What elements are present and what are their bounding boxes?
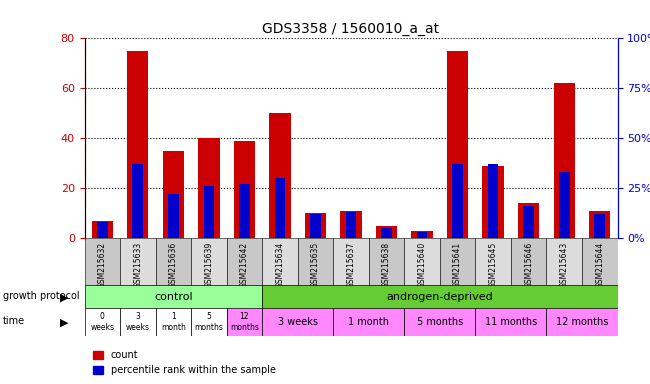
Text: GSM215633: GSM215633 bbox=[133, 242, 142, 288]
Text: GSM215641: GSM215641 bbox=[453, 242, 462, 288]
Bar bbox=[92, 220, 113, 238]
Text: 11 months: 11 months bbox=[485, 317, 537, 327]
Text: GSM215640: GSM215640 bbox=[417, 242, 426, 288]
Text: GSM215638: GSM215638 bbox=[382, 242, 391, 288]
Text: 1
month: 1 month bbox=[161, 313, 186, 332]
Bar bbox=[234, 141, 255, 238]
Text: GSM215634: GSM215634 bbox=[276, 242, 285, 288]
Bar bbox=[120, 308, 155, 336]
Bar bbox=[333, 238, 369, 286]
Text: 3
weeks: 3 weeks bbox=[126, 313, 150, 332]
Bar bbox=[475, 308, 547, 336]
Text: ▶: ▶ bbox=[60, 293, 69, 303]
Bar bbox=[191, 238, 227, 286]
Bar bbox=[198, 138, 220, 238]
Bar bbox=[447, 51, 468, 238]
Bar bbox=[518, 203, 540, 238]
Bar bbox=[120, 238, 155, 286]
Bar bbox=[298, 238, 333, 286]
Bar bbox=[191, 308, 227, 336]
Bar bbox=[346, 212, 356, 238]
Bar bbox=[475, 238, 511, 286]
Bar bbox=[133, 164, 143, 238]
Bar bbox=[274, 178, 285, 238]
Bar bbox=[411, 230, 433, 238]
Bar bbox=[369, 238, 404, 286]
Bar bbox=[239, 184, 250, 238]
Legend: count, percentile rank within the sample: count, percentile rank within the sample bbox=[89, 346, 280, 379]
Bar bbox=[376, 226, 397, 238]
Text: 12
months: 12 months bbox=[230, 313, 259, 332]
Text: 1 month: 1 month bbox=[348, 317, 389, 327]
Bar bbox=[168, 194, 179, 238]
Bar bbox=[227, 308, 262, 336]
Bar bbox=[162, 151, 184, 238]
Bar bbox=[262, 285, 618, 309]
Text: 5
months: 5 months bbox=[194, 313, 224, 332]
Bar bbox=[127, 51, 148, 238]
Text: growth protocol: growth protocol bbox=[3, 291, 80, 301]
Title: GDS3358 / 1560010_a_at: GDS3358 / 1560010_a_at bbox=[263, 22, 439, 36]
Bar bbox=[203, 186, 214, 238]
Bar bbox=[404, 238, 440, 286]
Bar bbox=[482, 166, 504, 238]
Bar bbox=[559, 172, 569, 238]
Bar bbox=[341, 210, 361, 238]
Text: ▶: ▶ bbox=[60, 318, 69, 328]
Text: 3 weeks: 3 weeks bbox=[278, 317, 318, 327]
Text: GSM215637: GSM215637 bbox=[346, 242, 356, 288]
Bar bbox=[227, 238, 262, 286]
Bar bbox=[417, 232, 428, 238]
Bar bbox=[547, 238, 582, 286]
Text: GSM215645: GSM215645 bbox=[489, 242, 498, 288]
Bar bbox=[305, 213, 326, 238]
Bar bbox=[488, 164, 499, 238]
Bar bbox=[84, 308, 120, 336]
Bar bbox=[262, 308, 333, 336]
Text: GSM215643: GSM215643 bbox=[560, 242, 569, 288]
Text: GSM215644: GSM215644 bbox=[595, 242, 604, 288]
Bar bbox=[511, 238, 547, 286]
Text: GSM215642: GSM215642 bbox=[240, 242, 249, 288]
Text: GSM215639: GSM215639 bbox=[204, 242, 213, 288]
Bar bbox=[269, 113, 291, 238]
Bar bbox=[523, 206, 534, 238]
Bar bbox=[84, 285, 262, 309]
Bar bbox=[594, 214, 605, 238]
Bar bbox=[84, 238, 120, 286]
Bar bbox=[155, 238, 191, 286]
Text: 5 months: 5 months bbox=[417, 317, 463, 327]
Text: 0
weeks: 0 weeks bbox=[90, 313, 114, 332]
Bar bbox=[310, 214, 321, 238]
Bar bbox=[440, 238, 475, 286]
Text: GSM215636: GSM215636 bbox=[169, 242, 178, 288]
Bar bbox=[589, 210, 610, 238]
Bar bbox=[452, 164, 463, 238]
Bar bbox=[381, 228, 392, 238]
Bar bbox=[333, 308, 404, 336]
Bar bbox=[582, 238, 618, 286]
Text: androgen-deprived: androgen-deprived bbox=[387, 292, 493, 302]
Bar bbox=[404, 308, 475, 336]
Text: time: time bbox=[3, 316, 25, 326]
Bar bbox=[155, 308, 191, 336]
Bar bbox=[554, 83, 575, 238]
Text: control: control bbox=[154, 292, 192, 302]
Bar bbox=[262, 238, 298, 286]
Text: GSM215632: GSM215632 bbox=[98, 242, 107, 288]
Text: 12 months: 12 months bbox=[556, 317, 608, 327]
Bar bbox=[97, 222, 108, 238]
Text: GSM215646: GSM215646 bbox=[524, 242, 533, 288]
Bar bbox=[547, 308, 618, 336]
Text: GSM215635: GSM215635 bbox=[311, 242, 320, 288]
